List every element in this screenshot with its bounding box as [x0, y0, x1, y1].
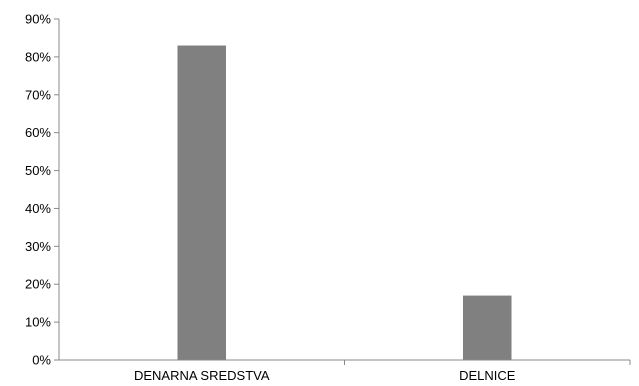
y-tick-label: 0%: [32, 353, 51, 368]
y-tick-label: 80%: [25, 49, 51, 64]
y-tick-label: 70%: [25, 87, 51, 102]
x-category-label: DELNICE: [459, 368, 516, 383]
y-tick-label: 40%: [25, 201, 51, 216]
bars: [177, 45, 512, 361]
y-tick-label: 90%: [25, 12, 51, 27]
y-tick-label: 20%: [25, 277, 51, 292]
x-axis-ticks: DENARNA SREDSTVA DELNICE: [134, 360, 631, 383]
y-axis-ticks: 0% 10% 20% 30% 40% 50% 60% 70% 80% 90%: [25, 12, 59, 368]
y-tick-label: 30%: [25, 239, 51, 254]
bar-denarna-sredstva: [177, 45, 227, 361]
y-tick-label: 50%: [25, 163, 51, 178]
y-tick-label: 10%: [25, 315, 51, 330]
y-tick-label: 60%: [25, 125, 51, 140]
x-category-label: DENARNA SREDSTVA: [134, 368, 270, 383]
bar-delnice: [462, 295, 512, 360]
